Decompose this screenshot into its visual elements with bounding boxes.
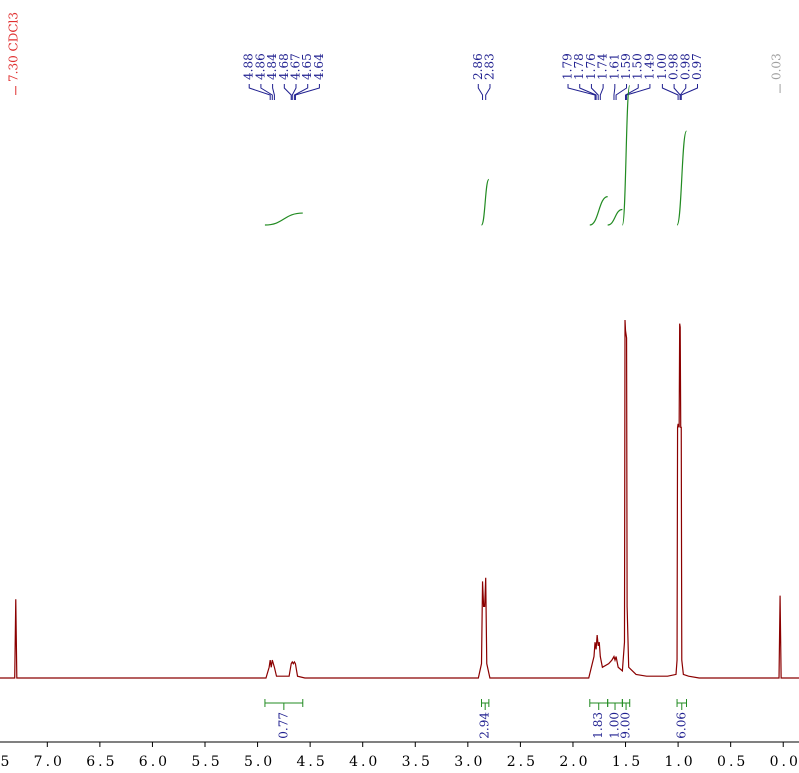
integral-value: 1.83	[591, 712, 605, 739]
spectrum-trace	[0, 319, 799, 679]
peak-leader	[248, 84, 271, 100]
peak-leader	[615, 84, 628, 100]
peak-label: 4.86	[253, 53, 267, 80]
peak-label: 1.76	[584, 53, 598, 80]
peak-leader	[625, 84, 639, 100]
peak-label: 1.00	[655, 53, 669, 80]
peak-label: 1.78	[572, 53, 586, 80]
peak-leader	[293, 84, 309, 100]
peak-leader	[485, 84, 491, 100]
peak-leader	[272, 84, 275, 100]
peak-label: 1.59	[619, 53, 633, 80]
integral-value: 6.06	[674, 712, 688, 739]
peak-leader	[661, 84, 679, 100]
x-tick-label: 7.5	[0, 754, 12, 770]
peak-label: 4.67	[289, 53, 303, 80]
x-tick-label: 7.0	[34, 754, 65, 770]
peak-leader	[679, 84, 687, 100]
x-tick-label: 3.5	[402, 754, 433, 770]
x-tick-label: 5.0	[244, 754, 275, 770]
integral-value: 1.00	[608, 712, 622, 739]
peak-leader	[626, 84, 651, 100]
peak-leader	[477, 84, 484, 100]
integral-curve	[621, 84, 631, 226]
x-tick-label: 1.5	[612, 754, 643, 770]
x-tick-label: 6.0	[139, 754, 170, 770]
peak-leader	[294, 84, 320, 100]
peak-label: 1.50	[631, 53, 645, 80]
integral-value: 9.00	[619, 712, 633, 739]
x-tick-label: 2.5	[507, 754, 538, 770]
peak-label: 4.68	[277, 53, 291, 80]
x-tick-label: 1.0	[664, 754, 695, 770]
peak-label: 4.64	[312, 53, 326, 80]
peak-label: 4.65	[300, 53, 314, 80]
reference-label: 0.03	[770, 53, 784, 80]
integral-value: 0.77	[276, 712, 290, 739]
peak-leader	[291, 84, 297, 100]
integral-curve	[589, 196, 608, 226]
peak-leader	[283, 84, 292, 100]
solvent-label: 7.30 CDCl3	[6, 12, 20, 82]
integral-curve	[480, 178, 490, 226]
peak-label: 0.98	[667, 53, 681, 80]
integral-value: 2.94	[478, 712, 492, 739]
peak-leader	[590, 84, 599, 100]
integral-curve	[607, 208, 623, 226]
x-tick-label: 0.0	[770, 754, 799, 770]
x-tick-label: 4.0	[349, 754, 380, 770]
peak-leader	[260, 84, 273, 100]
peak-label: 0.97	[690, 53, 704, 80]
peak-leader	[673, 84, 681, 100]
peak-label: 1.49	[642, 53, 656, 80]
integral-curve	[264, 212, 303, 226]
peak-label: 0.98	[678, 53, 692, 80]
peak-label: 1.61	[607, 53, 621, 80]
peak-leader	[579, 84, 597, 100]
peak-label: 2.86	[471, 53, 485, 80]
peak-leader	[567, 84, 596, 100]
peak-leader	[599, 84, 604, 100]
x-tick-label: 6.5	[86, 754, 117, 770]
peak-leader	[613, 84, 616, 100]
peak-label: 2.83	[482, 53, 496, 80]
peak-label: 1.79	[561, 53, 575, 80]
peak-label: 4.88	[242, 53, 256, 80]
peak-label: 4.84	[265, 53, 279, 80]
x-tick-label: 5.5	[191, 754, 222, 770]
x-tick-label: 2.0	[559, 754, 590, 770]
x-tick-label: 3.0	[454, 754, 485, 770]
x-tick-label: 0.5	[717, 754, 748, 770]
x-tick-label: 4.5	[297, 754, 328, 770]
integral-curve	[676, 130, 688, 226]
peak-label: 1.74	[596, 53, 610, 80]
peak-leader	[680, 84, 698, 100]
